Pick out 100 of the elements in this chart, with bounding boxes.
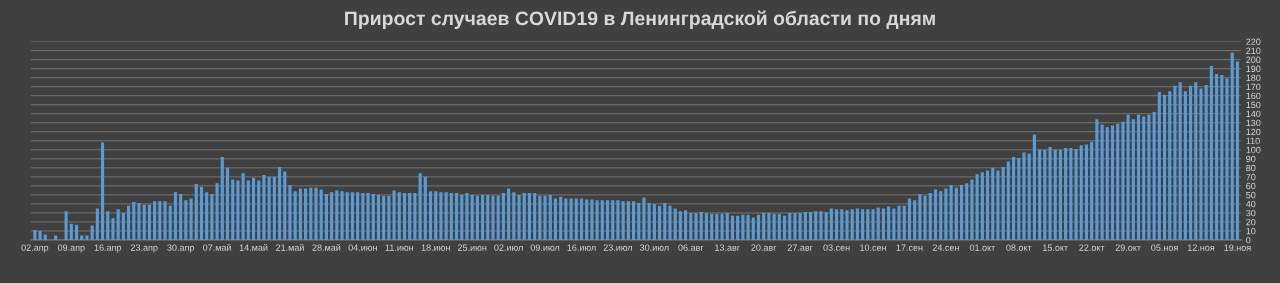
bar — [1053, 149, 1057, 240]
bar — [392, 190, 396, 240]
bar — [486, 194, 490, 240]
bar — [304, 188, 308, 240]
bar — [1110, 125, 1115, 240]
x-tick-label: 20.авг — [751, 244, 777, 251]
y-tick-label: 100 — [1246, 146, 1261, 154]
bar — [850, 209, 854, 240]
y-tick-label: 220 — [1246, 38, 1261, 45]
x-tick-label: 05.ноя — [1151, 244, 1178, 251]
bar — [564, 198, 568, 240]
bar — [1136, 114, 1141, 240]
bar — [314, 187, 318, 240]
bar — [569, 198, 573, 240]
bar — [121, 212, 125, 240]
bar — [1178, 82, 1182, 240]
bar — [231, 179, 235, 240]
x-tick-label: 18.июн — [421, 244, 450, 251]
bar — [455, 193, 459, 240]
bar — [954, 187, 958, 240]
bar — [345, 192, 349, 240]
bar — [855, 208, 859, 240]
bar — [335, 190, 339, 240]
bar — [762, 212, 766, 240]
bar — [127, 205, 131, 240]
bar — [793, 212, 797, 240]
bar — [746, 214, 750, 240]
bar — [496, 195, 500, 240]
bar — [236, 180, 240, 240]
y-tick-label: 90 — [1246, 155, 1256, 163]
y-tick-label: 40 — [1245, 200, 1256, 208]
x-tick-label: 02.июл — [494, 244, 523, 251]
bar — [647, 203, 651, 240]
bar — [652, 203, 656, 240]
bar — [449, 193, 453, 240]
bar — [356, 192, 360, 240]
bar — [418, 173, 422, 240]
y-tick-label: 200 — [1246, 56, 1261, 63]
x-tick-label: 21.май — [276, 243, 304, 251]
bar — [215, 183, 219, 240]
bar — [340, 191, 344, 240]
bar — [918, 194, 922, 240]
bar — [788, 212, 792, 240]
bar — [262, 175, 266, 240]
y-tick-label: 50 — [1246, 191, 1256, 199]
bar — [663, 203, 667, 240]
bar — [1225, 78, 1229, 240]
bar — [106, 211, 110, 240]
bar — [1095, 119, 1099, 240]
bar — [189, 198, 193, 240]
bar — [111, 218, 115, 240]
x-tick-label: 17.сен — [896, 244, 923, 251]
bar — [970, 179, 974, 240]
x-tick-label: 23.июл — [603, 244, 633, 251]
bar — [413, 193, 417, 240]
bar — [225, 167, 230, 240]
bar — [517, 194, 521, 240]
bar — [491, 195, 495, 240]
y-tick-label: 20 — [1246, 218, 1256, 226]
bar — [923, 195, 927, 240]
bar — [376, 194, 381, 240]
chart-title: Прирост случаев COVID19 в Ленинградской области по дням — [345, 10, 935, 30]
bar — [387, 195, 391, 240]
bar — [1100, 124, 1104, 240]
bar — [194, 184, 198, 240]
bar — [824, 212, 828, 240]
x-tick-label: 30.апр — [167, 244, 195, 253]
x-tick-label: 16.июл — [567, 244, 596, 251]
y-tick-label: 60 — [1246, 182, 1256, 190]
bar — [673, 208, 677, 240]
x-tick-label: 02.апр — [21, 244, 49, 253]
y-tick-label: 30 — [1246, 209, 1256, 217]
bar — [116, 209, 120, 240]
x-tick-label: 14.май — [239, 243, 268, 251]
bar — [173, 192, 177, 240]
bar — [1162, 94, 1167, 240]
x-tick-label: 07.май — [203, 243, 231, 251]
y-tick-label: 190 — [1246, 65, 1261, 73]
x-tick-label: 24.сен — [932, 244, 959, 251]
bar — [293, 191, 297, 240]
bar — [678, 211, 682, 240]
bar — [725, 212, 729, 240]
bar — [798, 212, 802, 240]
bar — [694, 212, 698, 240]
bar — [767, 212, 771, 240]
bar — [1230, 52, 1234, 240]
bar — [897, 205, 901, 240]
bar — [949, 184, 953, 240]
y-tick-label: 0 — [1246, 236, 1251, 244]
bar — [402, 193, 407, 240]
bar — [881, 208, 885, 240]
bar — [548, 194, 552, 240]
bar — [553, 198, 558, 240]
bar — [137, 203, 141, 240]
bar — [241, 173, 245, 240]
bar — [782, 215, 787, 240]
bar — [1209, 65, 1213, 240]
bar — [829, 208, 833, 240]
bar — [507, 188, 511, 240]
bar — [179, 194, 183, 240]
